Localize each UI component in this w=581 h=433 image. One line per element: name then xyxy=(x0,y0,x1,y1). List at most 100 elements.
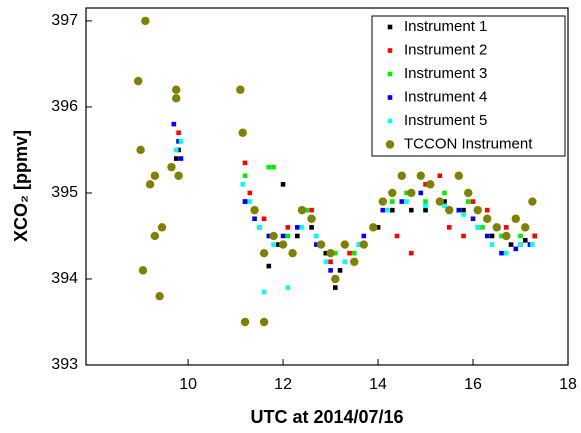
point xyxy=(489,233,495,239)
point xyxy=(176,147,181,153)
point xyxy=(173,147,179,153)
y-axis-label: XCO₂ [ppmv] xyxy=(11,130,31,242)
point xyxy=(259,248,269,258)
point xyxy=(408,250,414,256)
point xyxy=(464,188,473,198)
x-axis-label: UTC at 2014/07/16 xyxy=(250,407,403,427)
point xyxy=(252,216,257,222)
point xyxy=(461,233,466,239)
point xyxy=(359,240,369,249)
point xyxy=(271,164,276,170)
point xyxy=(326,248,335,258)
legend-label: Instrument 5 xyxy=(404,112,487,129)
y-tick-label: 393 xyxy=(51,356,78,373)
point xyxy=(240,317,250,327)
point xyxy=(172,94,181,103)
y-tick-label: 397 xyxy=(51,12,78,29)
point xyxy=(473,205,482,215)
legend-label: Instrument 3 xyxy=(404,65,487,82)
point xyxy=(350,257,359,266)
y-tick-label: 396 xyxy=(51,98,78,115)
point xyxy=(418,190,424,196)
point xyxy=(238,128,247,137)
point xyxy=(511,214,520,223)
point xyxy=(445,205,454,215)
point xyxy=(484,233,490,239)
y-tick-label: 395 xyxy=(51,184,78,201)
point xyxy=(333,250,338,256)
point xyxy=(150,231,160,241)
point xyxy=(261,289,267,295)
point xyxy=(522,237,528,243)
point xyxy=(442,199,447,204)
point xyxy=(426,180,435,189)
point xyxy=(518,242,523,247)
point xyxy=(299,225,305,230)
x-tick-label: 14 xyxy=(369,376,387,393)
point xyxy=(404,190,409,196)
point xyxy=(416,171,425,180)
point xyxy=(528,197,537,206)
point xyxy=(423,207,428,213)
point xyxy=(176,130,181,136)
point xyxy=(155,291,164,301)
point xyxy=(385,207,390,213)
point xyxy=(394,233,400,239)
point xyxy=(261,216,267,222)
point xyxy=(266,263,272,269)
point xyxy=(499,250,504,256)
point xyxy=(280,233,286,239)
point xyxy=(499,233,504,239)
point xyxy=(266,164,272,170)
x-tick-label: 16 xyxy=(464,376,482,393)
legend-marker xyxy=(385,140,395,149)
point xyxy=(242,160,248,166)
point xyxy=(259,317,269,327)
point xyxy=(404,199,409,204)
x-tick-label: 10 xyxy=(179,376,197,393)
point xyxy=(470,216,476,222)
point xyxy=(314,242,319,247)
point xyxy=(316,240,326,249)
point xyxy=(437,173,443,179)
legend-marker xyxy=(387,48,393,53)
point xyxy=(309,225,314,230)
legend-label: TCCON Instrument xyxy=(404,135,533,152)
point xyxy=(503,250,509,256)
point xyxy=(266,233,272,239)
point xyxy=(456,207,462,213)
point xyxy=(461,212,466,217)
legend-label: Instrument 1 xyxy=(404,18,487,35)
point xyxy=(492,223,501,232)
point xyxy=(167,162,176,172)
point xyxy=(423,203,428,209)
point xyxy=(285,285,291,290)
point xyxy=(442,203,447,209)
point xyxy=(465,199,471,204)
point xyxy=(323,259,329,265)
point xyxy=(388,188,397,198)
point xyxy=(309,207,314,213)
point xyxy=(295,233,300,239)
point xyxy=(173,156,179,161)
point xyxy=(408,207,414,213)
point xyxy=(331,274,340,284)
point xyxy=(297,205,307,215)
point xyxy=(423,199,428,204)
point xyxy=(269,231,278,241)
point xyxy=(134,76,143,86)
point xyxy=(518,233,523,239)
point xyxy=(242,199,248,204)
point xyxy=(397,171,406,180)
point xyxy=(171,121,177,127)
point xyxy=(328,268,333,273)
point xyxy=(532,233,538,239)
point xyxy=(521,223,530,232)
x-tick-label: 18 xyxy=(559,376,577,393)
point xyxy=(513,246,519,252)
point xyxy=(141,16,150,26)
point xyxy=(136,145,145,155)
point xyxy=(145,180,155,189)
point xyxy=(314,233,319,239)
point xyxy=(461,207,466,213)
